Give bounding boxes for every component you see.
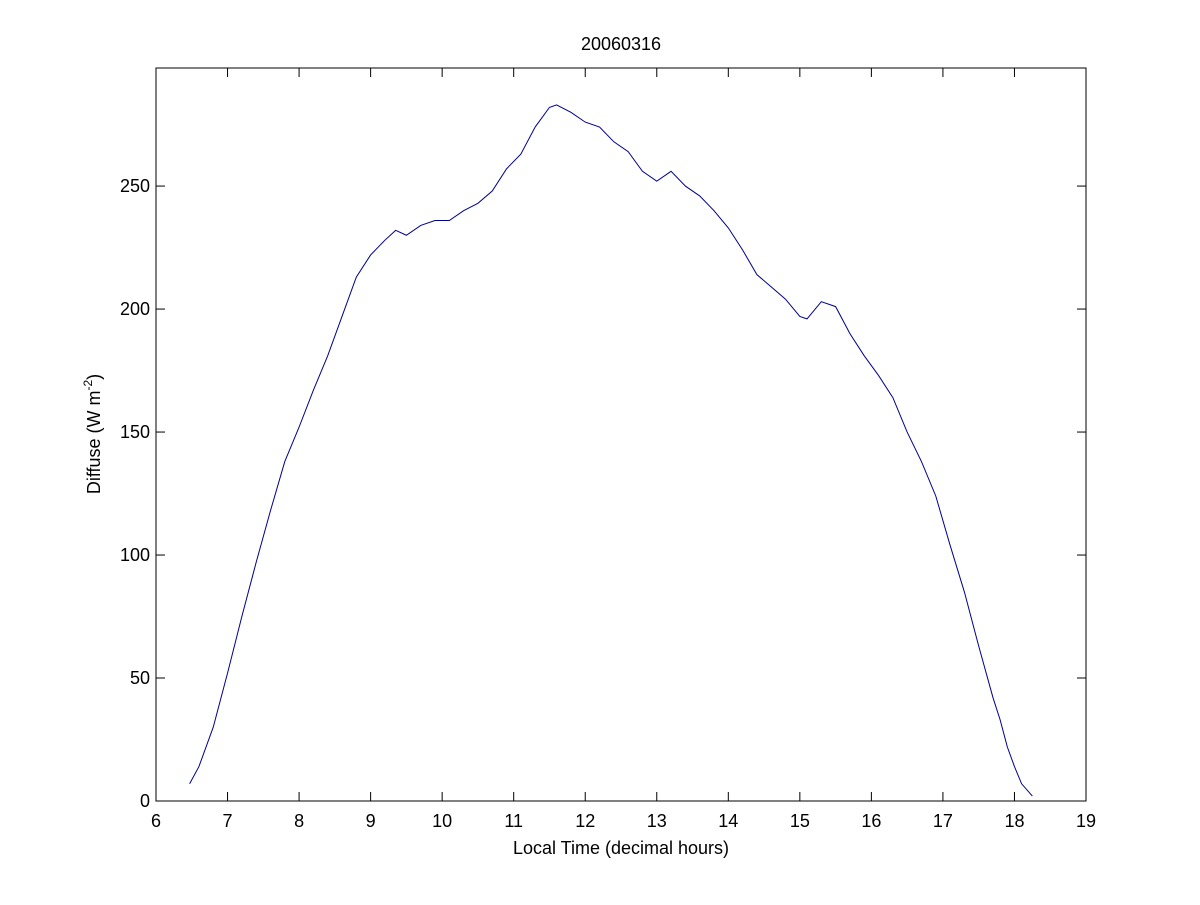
x-tick-label: 8	[294, 811, 304, 831]
x-tick-label: 12	[575, 811, 595, 831]
plot-box	[155, 67, 1087, 802]
x-axis-label: Local Time (decimal hours)	[513, 838, 729, 858]
y-tick-label: 200	[120, 299, 150, 319]
chart-title: 20060316	[581, 34, 661, 54]
x-tick-label: 9	[366, 811, 376, 831]
data-line	[189, 104, 1033, 797]
x-tick-label: 10	[432, 811, 452, 831]
y-tick-label: 50	[130, 668, 150, 688]
x-tick-label: 17	[933, 811, 953, 831]
x-tick-label: 7	[223, 811, 233, 831]
x-tick-label: 18	[1004, 811, 1024, 831]
y-tick-label: 100	[120, 545, 150, 565]
x-tick-label: 6	[151, 811, 161, 831]
y-axis-label: Diffuse (W m-2)	[81, 374, 104, 494]
x-tick-label: 16	[861, 811, 881, 831]
x-tick-label: 19	[1076, 811, 1096, 831]
y-label-superscript: -2	[81, 379, 95, 390]
y-tick-label: 0	[140, 791, 150, 811]
x-tick-label: 15	[790, 811, 810, 831]
y-tick-label: 250	[120, 176, 150, 196]
x-tick-label: 13	[647, 811, 667, 831]
y-label-text: Diffuse (W m	[84, 390, 104, 494]
x-tick-label: 14	[718, 811, 738, 831]
y-label-text: )	[84, 374, 104, 380]
y-tick-label: 150	[120, 422, 150, 442]
x-tick-label: 11	[504, 811, 523, 831]
